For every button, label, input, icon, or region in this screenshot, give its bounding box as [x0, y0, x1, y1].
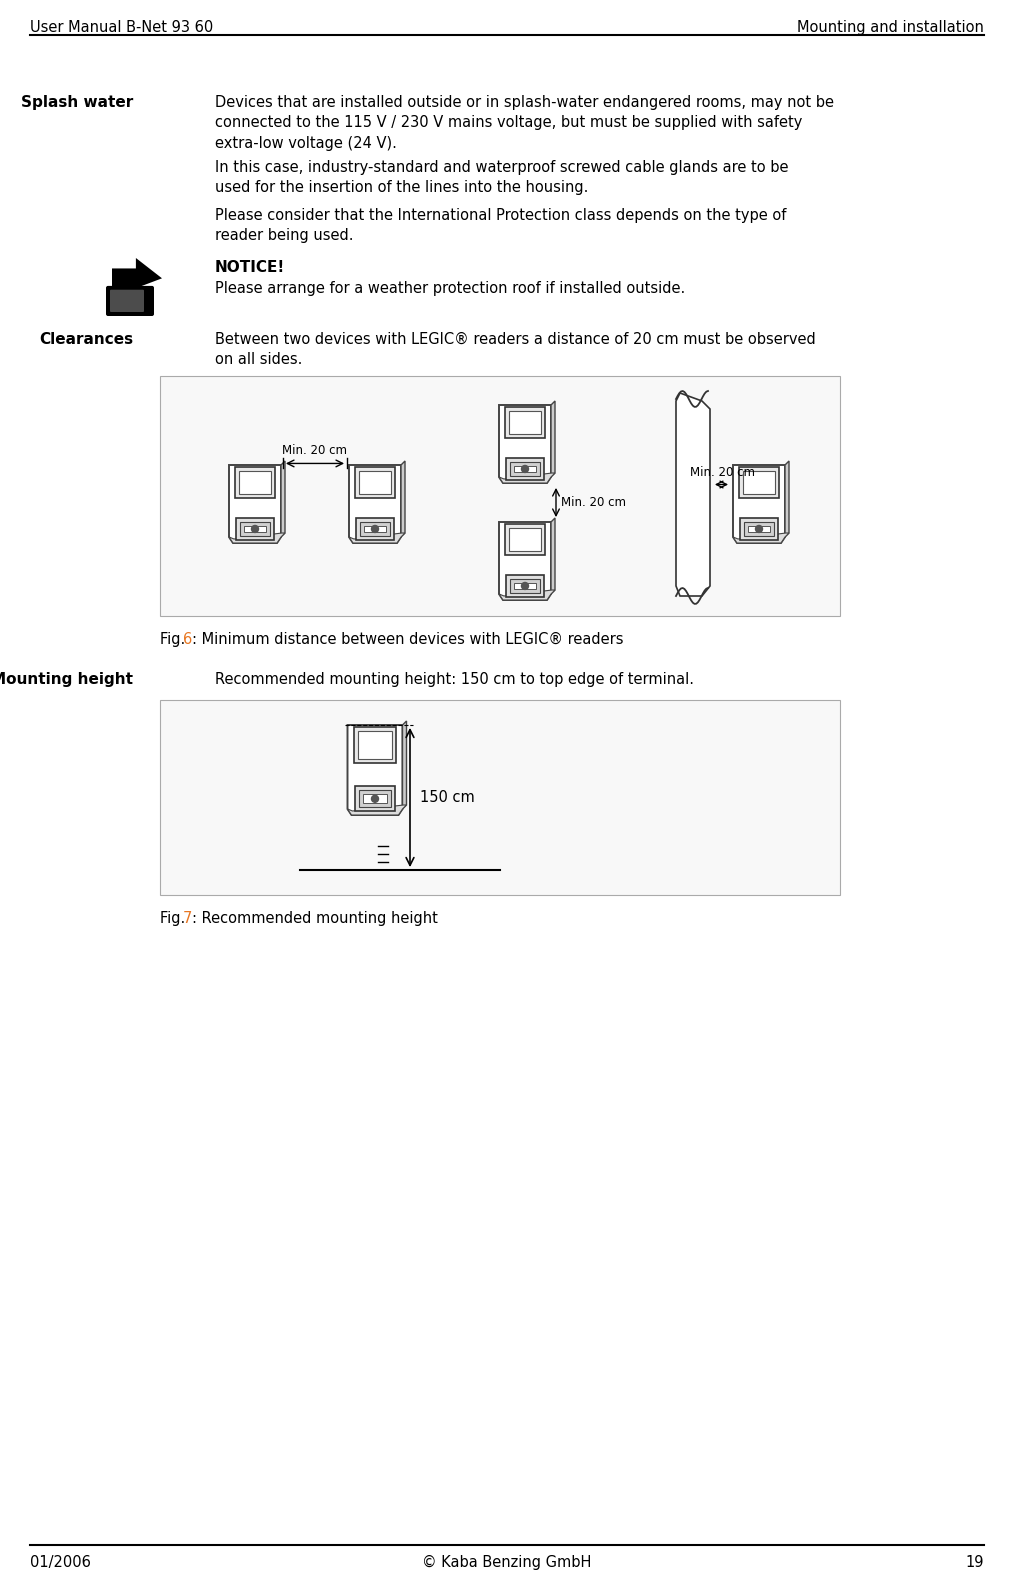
Circle shape	[755, 526, 763, 532]
Text: Splash water: Splash water	[20, 94, 133, 110]
Text: 7: 7	[183, 910, 193, 926]
Polygon shape	[229, 532, 285, 543]
Bar	[509, 528, 541, 551]
Text: Min. 20 cm: Min. 20 cm	[283, 444, 348, 457]
Bar	[742, 471, 776, 493]
Bar	[510, 580, 539, 592]
Polygon shape	[499, 472, 555, 484]
Text: In this case, industry-standard and waterproof screwed cable glands are to be
us: In this case, industry-standard and wate…	[215, 161, 789, 195]
Bar	[744, 521, 774, 536]
Bar	[514, 583, 535, 589]
Bar	[740, 518, 778, 540]
Polygon shape	[281, 461, 285, 537]
Bar	[238, 471, 272, 493]
Text: Min. 20 cm: Min. 20 cm	[561, 496, 626, 509]
Text: Please arrange for a weather protection roof if installed outside.: Please arrange for a weather protection …	[215, 280, 685, 296]
Text: © Kaba Benzing GmbH: © Kaba Benzing GmbH	[422, 1555, 592, 1570]
Text: Clearances: Clearances	[39, 332, 133, 346]
Text: Min. 20 cm: Min. 20 cm	[690, 466, 755, 479]
Text: 01/2006: 01/2006	[30, 1555, 91, 1570]
Bar	[160, 376, 840, 616]
Bar	[354, 726, 396, 762]
Bar	[160, 699, 840, 895]
Text: Recommended mounting height: 150 cm to top edge of terminal.: Recommended mounting height: 150 cm to t…	[215, 673, 694, 687]
Polygon shape	[676, 394, 710, 595]
Polygon shape	[229, 465, 281, 543]
Polygon shape	[349, 532, 405, 543]
Bar	[505, 523, 546, 554]
Text: Mounting height: Mounting height	[0, 673, 133, 687]
Polygon shape	[499, 521, 551, 600]
Polygon shape	[349, 465, 401, 543]
Polygon shape	[403, 721, 407, 810]
Bar	[364, 526, 385, 532]
Polygon shape	[401, 461, 405, 537]
Text: : Recommended mounting height: : Recommended mounting height	[192, 910, 438, 926]
Polygon shape	[112, 258, 162, 290]
Circle shape	[371, 795, 378, 802]
Bar	[739, 466, 780, 498]
Polygon shape	[348, 724, 403, 814]
Bar	[748, 526, 770, 532]
Bar	[355, 466, 395, 498]
Bar	[505, 406, 546, 438]
Text: 19: 19	[965, 1555, 984, 1570]
Text: Please consider that the International Protection class depends on the type of
r: Please consider that the International P…	[215, 208, 787, 244]
Circle shape	[251, 526, 259, 532]
Text: Fig.: Fig.	[160, 632, 190, 647]
Bar	[359, 791, 390, 808]
Polygon shape	[785, 461, 789, 537]
Bar	[510, 461, 539, 476]
Text: Between two devices with LEGIC® readers a distance of 20 cm must be observed
on : Between two devices with LEGIC® readers …	[215, 332, 815, 367]
FancyBboxPatch shape	[110, 290, 144, 312]
Text: 150 cm: 150 cm	[420, 791, 475, 805]
Text: Mounting and installation: Mounting and installation	[797, 20, 984, 35]
Polygon shape	[733, 465, 785, 543]
Text: 6: 6	[183, 632, 193, 647]
Polygon shape	[348, 805, 407, 814]
Polygon shape	[733, 532, 789, 543]
Text: NOTICE!: NOTICE!	[215, 260, 285, 276]
Bar	[358, 731, 392, 759]
Polygon shape	[551, 402, 555, 477]
Text: Devices that are installed outside or in splash-water endangered rooms, may not : Devices that are installed outside or in…	[215, 94, 834, 151]
Bar	[509, 411, 541, 433]
Bar	[234, 466, 275, 498]
Bar	[514, 466, 535, 472]
Text: : Minimum distance between devices with LEGIC® readers: : Minimum distance between devices with …	[192, 632, 624, 647]
Polygon shape	[551, 518, 555, 594]
Bar	[363, 794, 386, 803]
Bar	[356, 518, 393, 540]
Polygon shape	[499, 405, 551, 484]
Polygon shape	[499, 591, 555, 600]
Text: User Manual B-Net 93 60: User Manual B-Net 93 60	[30, 20, 213, 35]
Bar	[355, 786, 394, 811]
FancyBboxPatch shape	[101, 255, 165, 320]
FancyBboxPatch shape	[106, 287, 154, 317]
Circle shape	[371, 526, 378, 532]
Bar	[244, 526, 266, 532]
Circle shape	[521, 466, 528, 472]
Bar	[506, 458, 544, 480]
Bar	[236, 518, 274, 540]
Circle shape	[521, 583, 528, 589]
Text: Fig.: Fig.	[160, 910, 190, 926]
Bar	[240, 521, 270, 536]
Bar	[360, 521, 389, 536]
Bar	[506, 575, 544, 597]
Bar	[359, 471, 391, 493]
